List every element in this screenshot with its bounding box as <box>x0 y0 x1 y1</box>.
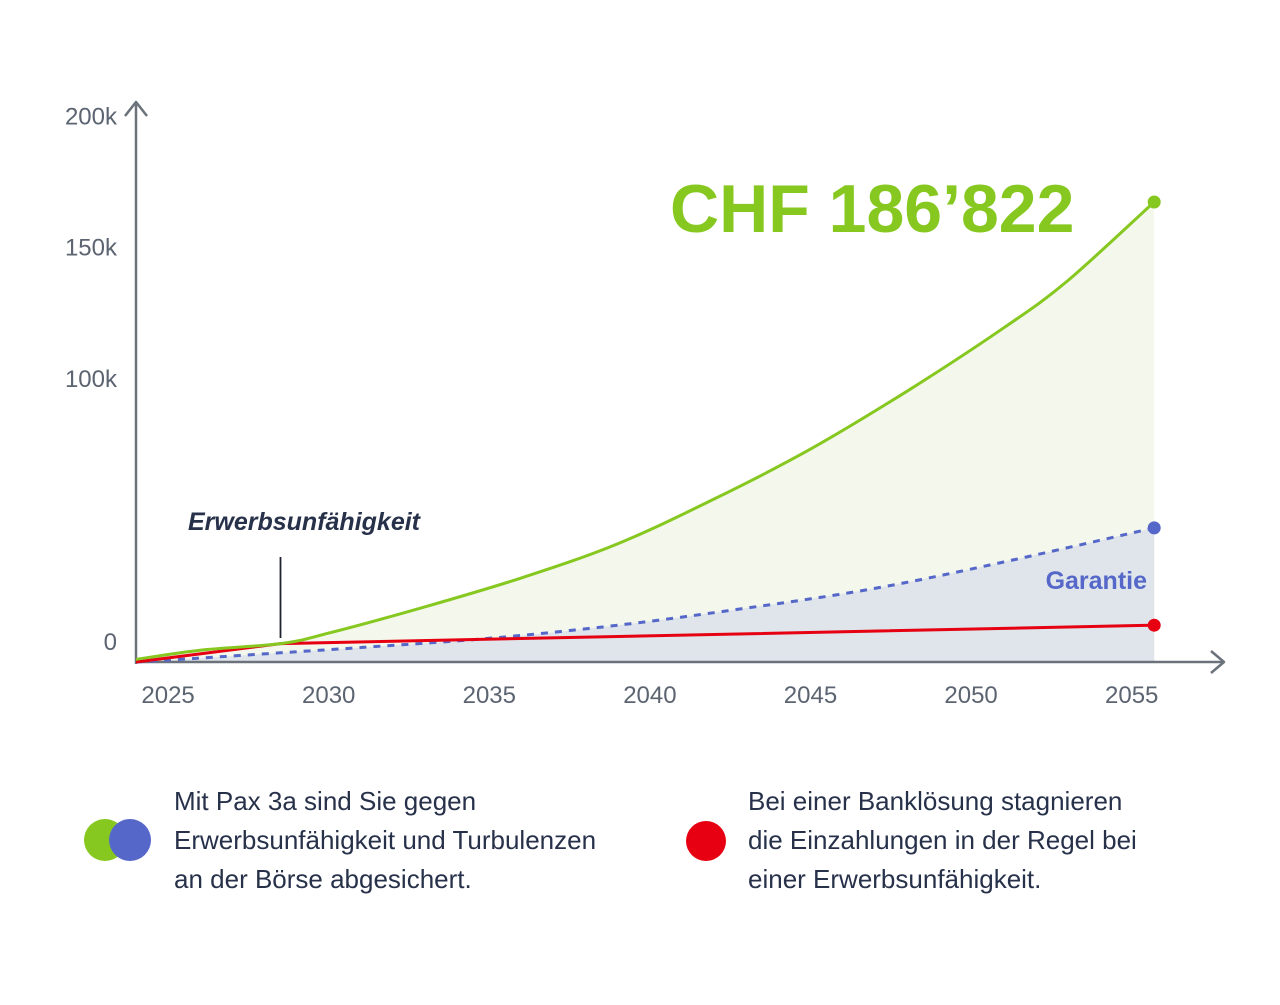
legend-item-pax: Mit Pax 3a sind Sie gegen Erwerbsunfähig… <box>84 782 596 899</box>
series-label-garantie: Garantie <box>1046 567 1148 595</box>
series-line-pax <box>135 200 1156 661</box>
legend-dot-blue <box>109 818 151 861</box>
headline-value: CHF 186’822 <box>670 171 1074 247</box>
y-axis-arrow <box>124 100 148 117</box>
end-marker-garantie <box>1147 521 1161 535</box>
x-axis-arrow <box>1210 650 1226 674</box>
legend-item-bank: Bei einer Banklösung stagnieren die Einz… <box>686 782 1137 899</box>
series-line-garantie <box>135 526 1155 664</box>
end-marker-bank <box>1147 618 1161 632</box>
legend-dots-green-blue <box>84 818 152 863</box>
y-tick-label: 150k <box>65 235 118 262</box>
end-marker-pax <box>1147 195 1161 209</box>
legend-dot-red <box>686 820 726 861</box>
x-tick-label: 2045 <box>784 682 837 709</box>
x-tick-label: 2030 <box>302 682 355 709</box>
pension-growth-chart: 2025 2030 2035 2040 2045 2050 2055 0 100k 150k 200… <box>65 100 1226 709</box>
y-tick-label: 100k <box>65 366 118 393</box>
annotation-label: Erwerbsunfähigkeit <box>188 508 422 536</box>
area-pax <box>136 202 1155 662</box>
x-tick-label: 2035 <box>463 682 516 709</box>
y-tick-label: 0 <box>104 629 117 656</box>
x-tick-label: 2040 <box>623 682 676 709</box>
legend-text-pax: Mit Pax 3a sind Sie gegen Erwerbsunfähig… <box>174 786 597 894</box>
y-tick-label: 200k <box>65 103 118 130</box>
area-garantie <box>136 527 1155 662</box>
x-tick-label: 2025 <box>141 682 194 709</box>
legend-text-bank: Bei einer Banklösung stagnieren die Einz… <box>748 786 1137 894</box>
x-tick-label: 2055 <box>1105 682 1158 709</box>
x-tick-label: 2050 <box>944 682 997 709</box>
